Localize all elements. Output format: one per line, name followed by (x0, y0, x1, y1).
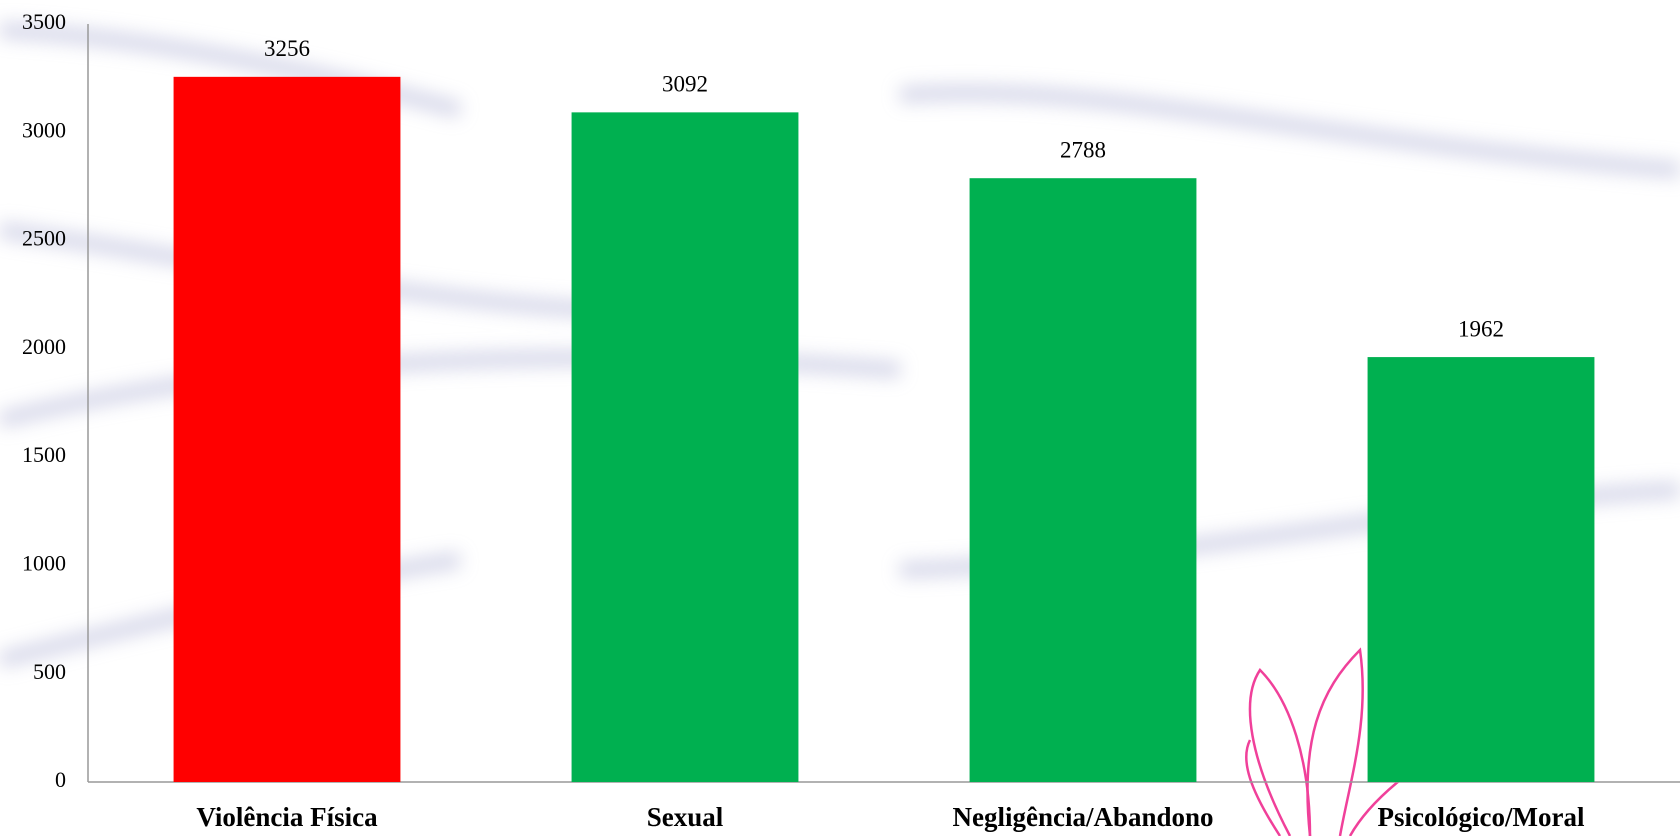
y-tick-label: 2500 (22, 226, 66, 251)
x-tick-label: Sexual (647, 802, 724, 832)
value-label: 1962 (1458, 316, 1504, 341)
bar (571, 112, 799, 782)
value-label: 2788 (1060, 137, 1106, 162)
y-tick-label: 0 (55, 767, 66, 792)
x-tick-label: Violência Física (196, 802, 378, 832)
y-tick-label: 1000 (22, 550, 66, 575)
y-tick-label: 1500 (22, 442, 66, 467)
x-tick-label: Negligência/Abandono (952, 802, 1213, 832)
y-tick-label: 3000 (22, 117, 66, 142)
y-tick-label: 3500 (22, 9, 66, 34)
y-tick-label: 2000 (22, 334, 66, 359)
y-tick-label: 500 (33, 659, 66, 684)
value-label: 3092 (662, 72, 708, 97)
bar (969, 178, 1197, 782)
bar (1367, 357, 1595, 782)
x-tick-label: Psicológico/Moral (1378, 802, 1585, 832)
value-label: 3256 (264, 36, 310, 61)
bar (173, 76, 401, 782)
